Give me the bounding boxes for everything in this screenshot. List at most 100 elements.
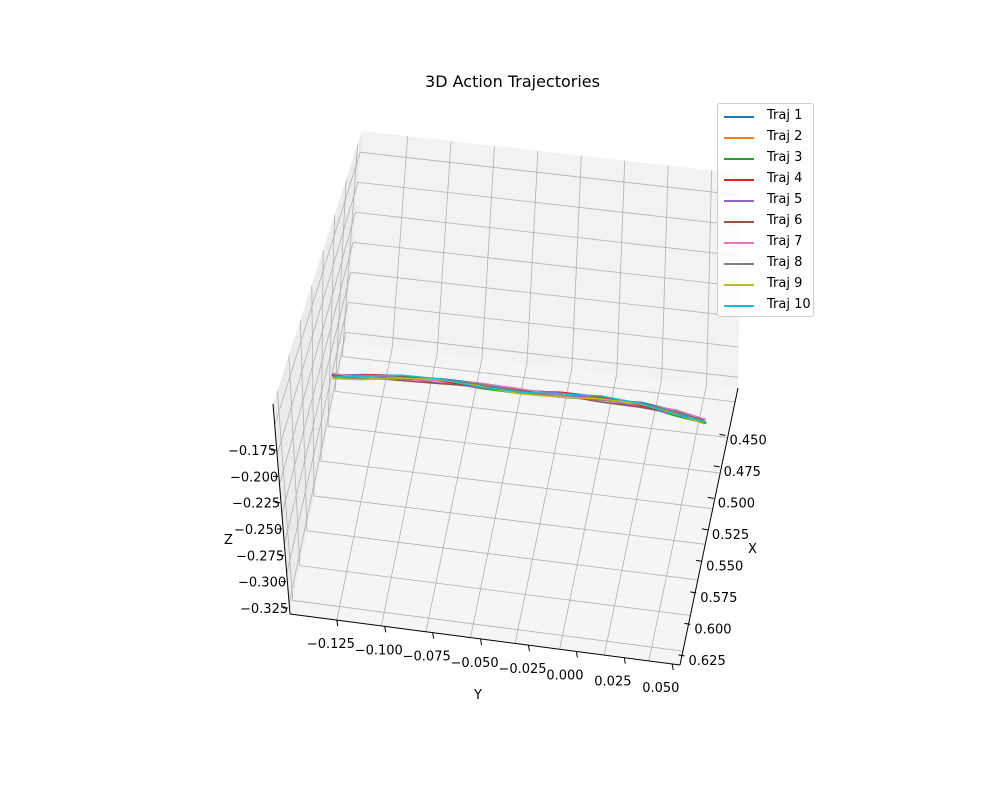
- y-tick-label: −0.125: [307, 637, 355, 652]
- y-grid-line: [559, 374, 618, 650]
- x-tick: [695, 559, 703, 562]
- y-grid-line: [648, 384, 707, 662]
- y-tick: [384, 626, 387, 633]
- x-grid-line: [299, 565, 691, 616]
- y-grid-line-back: [706, 170, 712, 385]
- z-grid-line: [350, 271, 740, 318]
- y-tick-label: 0.000: [546, 668, 583, 683]
- x-tick-label: 0.450: [730, 433, 767, 448]
- z-grid-line-side: [274, 152, 361, 426]
- y-tick-label: 0.025: [594, 675, 631, 690]
- x-tick-label: 0.575: [700, 591, 737, 606]
- y-grid-line-back: [661, 165, 669, 380]
- legend-swatch: [724, 221, 754, 223]
- z-grid-line: [355, 211, 741, 257]
- z-grid-line: [357, 181, 742, 227]
- legend-swatch: [724, 284, 754, 286]
- z-grid-line: [345, 332, 739, 378]
- x-tick: [684, 622, 691, 625]
- y-grid-line: [470, 363, 528, 638]
- x-grid-line-side: [277, 390, 294, 601]
- trajectory-line: [333, 374, 706, 423]
- x-grid-line-side: [334, 179, 347, 392]
- z-tick-label: −0.300: [238, 576, 286, 591]
- z-grid-line-side: [276, 182, 359, 455]
- z-grid-line: [353, 241, 740, 287]
- y-tick-label: −0.075: [403, 650, 451, 665]
- legend-swatch: [724, 242, 754, 244]
- z-tick-label: −0.325: [240, 602, 288, 617]
- legend-label: Traj 10: [767, 297, 811, 312]
- x-tick: [707, 496, 714, 499]
- legend-label: Traj 6: [767, 213, 803, 228]
- legend-item: Traj 7: [724, 232, 814, 253]
- x-tick: [678, 654, 685, 657]
- legend-label: Traj 8: [767, 255, 803, 270]
- y-grid-line: [380, 353, 438, 627]
- x-tick-label: 0.550: [706, 559, 743, 574]
- z-grid-line-side: [281, 242, 354, 515]
- y-grid-line-back: [436, 141, 452, 354]
- x-tick-label: 0.600: [694, 622, 731, 637]
- x-grid-line: [342, 356, 736, 403]
- y-grid-line-back: [391, 136, 408, 349]
- x-grid-line: [335, 390, 728, 438]
- legend-item: Traj 3: [724, 148, 814, 169]
- y-grid-line-back: [481, 145, 495, 359]
- y-tick: [432, 632, 435, 639]
- y-tick: [575, 651, 578, 658]
- legend: Traj 1 Traj 2 Traj 3 Traj 4 Traj 5 Traj 6 Traj…: [717, 103, 814, 317]
- legend-label: Traj 7: [767, 234, 803, 249]
- z-grid-line: [360, 151, 742, 196]
- legend-item: Traj 4: [724, 169, 814, 190]
- x-tick: [690, 591, 697, 594]
- chart-title: 3D Action Trajectories: [425, 72, 600, 91]
- x-tick-label: 0.625: [689, 654, 726, 669]
- x-grid-line: [306, 530, 698, 581]
- x-axis-line: [679, 387, 739, 666]
- y-grid-line: [336, 348, 393, 621]
- axis-lines: [272, 387, 739, 666]
- x-grid-line-side: [341, 144, 358, 357]
- y-grid-line: [603, 379, 663, 656]
- legend-swatch: [724, 263, 754, 265]
- legend-label: Traj 9: [767, 276, 803, 291]
- legend-label: Traj 1: [767, 108, 803, 123]
- back-pane: [345, 131, 742, 388]
- x-axis-label: X: [748, 542, 757, 557]
- y-tick-label: 0.050: [642, 681, 679, 696]
- z-grid-line-side: [283, 272, 352, 545]
- legend-swatch: [724, 200, 754, 202]
- x-grid-line: [292, 600, 683, 652]
- legend-label: Traj 2: [767, 129, 803, 144]
- y-tick-label: −0.100: [355, 643, 403, 658]
- legend-swatch: [724, 158, 754, 160]
- legend-item: Traj 10: [724, 295, 814, 316]
- legend-swatch: [724, 116, 754, 118]
- legend-swatch: [724, 179, 754, 181]
- x-grid-line-side: [320, 249, 324, 462]
- z-grid-line: [348, 301, 739, 348]
- side-pane: [273, 131, 362, 614]
- floor-pane: [290, 343, 738, 665]
- legend-item: Traj 6: [724, 211, 814, 232]
- x-grid-line-side: [327, 214, 336, 427]
- tick-marks: [271, 433, 726, 671]
- legend-item: Traj 1: [724, 106, 814, 127]
- y-tick: [336, 620, 339, 627]
- legend-item: Traj 8: [724, 253, 814, 274]
- y-axis-label: Y: [473, 688, 482, 703]
- x-grid-line-side: [288, 355, 301, 566]
- y-tick: [527, 645, 530, 652]
- y-tick: [671, 663, 674, 671]
- z-tick-label: −0.275: [236, 549, 284, 564]
- legend-swatch: [724, 137, 754, 139]
- tick-labels: 0.450 0.475 0.500 0.525 0.550 0.575 0.600 0.625…: [228, 433, 767, 696]
- y-tick: [623, 657, 626, 664]
- x-grid-line: [313, 495, 706, 545]
- y-grid-line-back: [526, 150, 539, 364]
- x-grid-line: [320, 460, 713, 510]
- y-tick-label: −0.025: [498, 662, 546, 677]
- y-grid-line-back: [571, 155, 582, 369]
